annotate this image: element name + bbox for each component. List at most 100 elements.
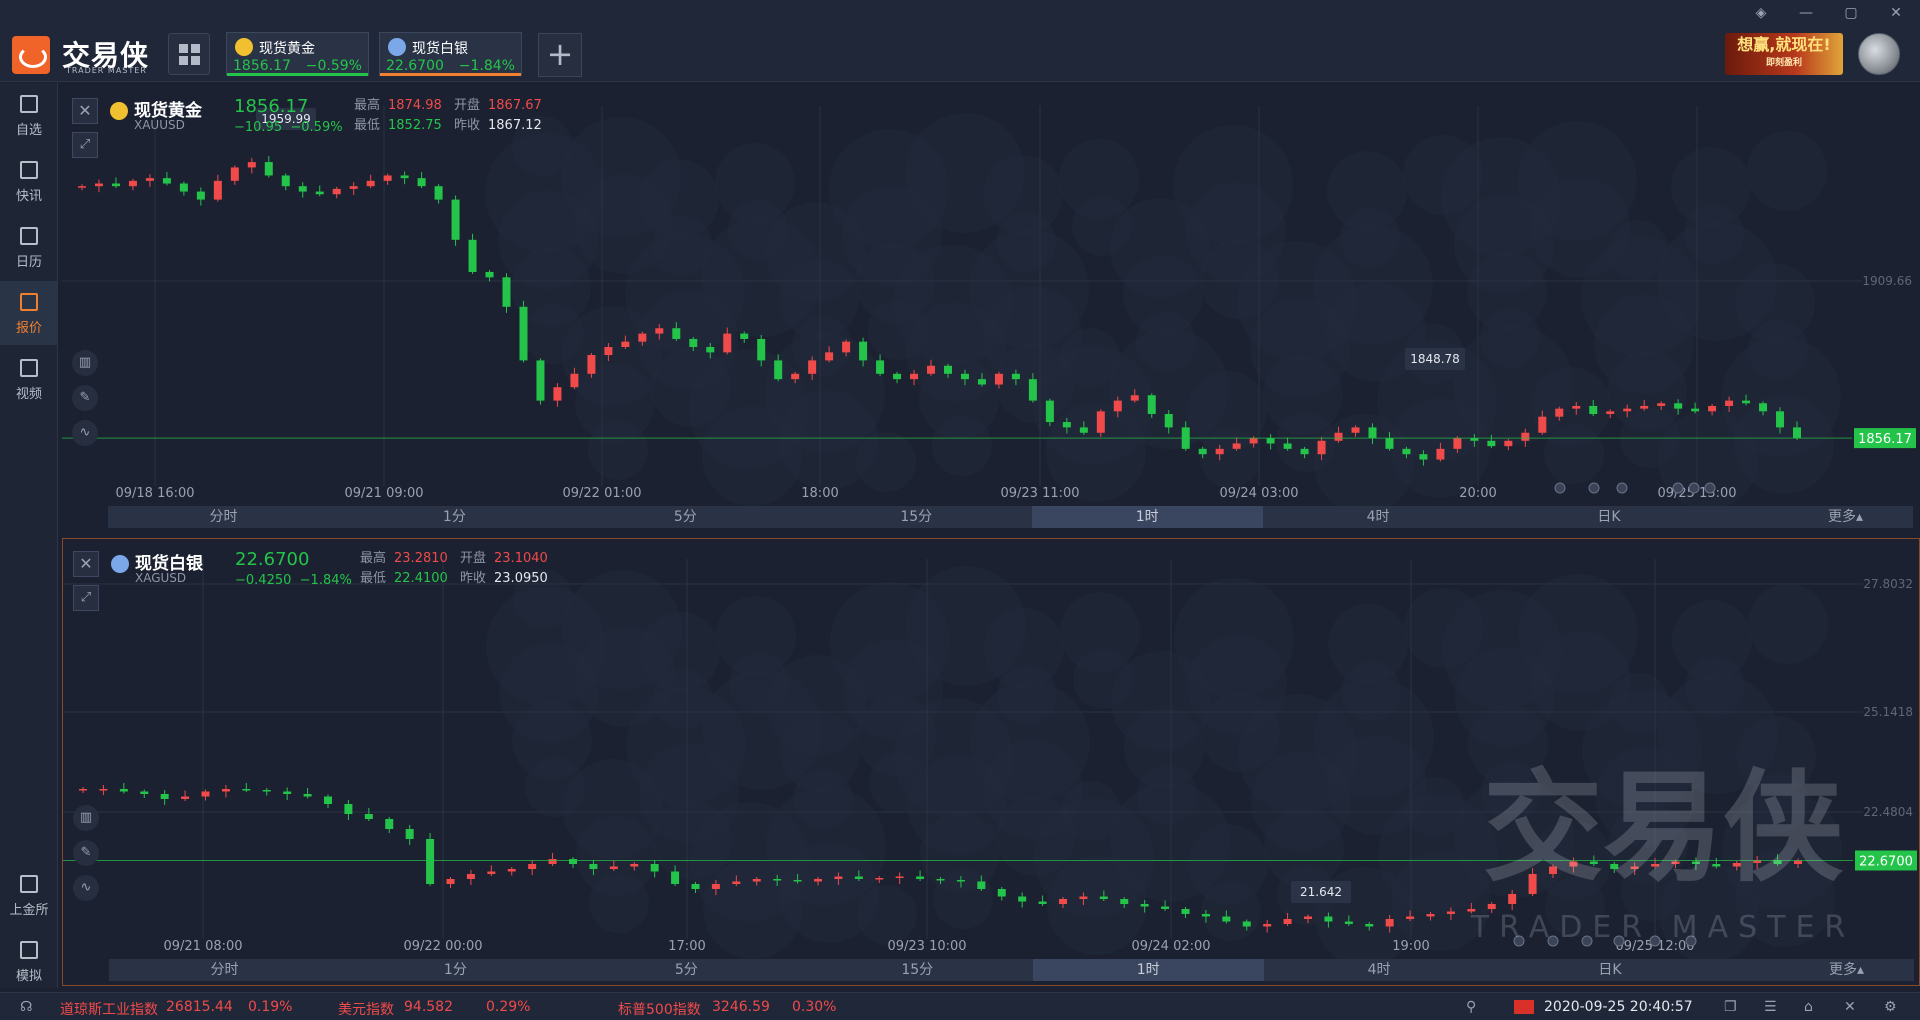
tf-daily[interactable]: 日K [1598, 962, 1622, 978]
map-dot [969, 229, 1089, 349]
candle-body [1753, 860, 1762, 863]
silver-chart-canvas[interactable]: 09/21 08:00 09/22 00:00 17:00 09/23 10:00 09… [63, 539, 1919, 985]
close-panel-icon[interactable]: ✕ [73, 551, 99, 577]
candle-body [99, 789, 108, 791]
tf-tick[interactable]: 分时 [210, 962, 239, 978]
map-dot [498, 190, 598, 290]
map-dot [1481, 761, 1541, 821]
x-tick-label: 09/23 10:00 [887, 939, 966, 954]
tf-1m[interactable]: 1分 [442, 509, 466, 525]
analysis-icon[interactable]: ∿ [72, 420, 98, 446]
candle-body [364, 814, 373, 819]
candle-body [1794, 860, 1802, 864]
candle-body [1712, 864, 1721, 867]
candle-body [589, 864, 598, 869]
candle-body [1610, 864, 1619, 869]
gold-chart-canvas[interactable]: 09/18 16:00 09/21 09:00 09/22 01:00 18:00 09… [62, 86, 1920, 532]
sidebar-item-video[interactable]: 视频 [0, 347, 58, 411]
list-icon[interactable]: ☰ [1764, 999, 1777, 1015]
headset-icon[interactable]: ☊ [20, 999, 33, 1015]
layout-grid-button[interactable] [168, 33, 210, 75]
mute-icon[interactable]: ✕ [1844, 999, 1856, 1015]
quote-tab-gold[interactable]: 现货黄金 1856.17 −0.59% [226, 32, 369, 76]
tf-1m[interactable]: 1分 [443, 962, 467, 978]
tf-more[interactable]: 更多▴ [1827, 509, 1863, 525]
draw-pencil-icon[interactable]: ✎ [72, 385, 98, 411]
sidebar-item-watchlist[interactable]: 自选 [0, 83, 58, 147]
map-dot [728, 200, 788, 260]
window-icon[interactable]: ❐ [1724, 999, 1737, 1015]
sidebar-item-sge[interactable]: 上金所 [0, 863, 58, 927]
candle-body [196, 191, 205, 200]
index-name[interactable]: 道琼斯工业指数 [60, 1002, 158, 1018]
map-dot [512, 700, 592, 780]
skin-icon[interactable]: ◈ [1755, 5, 1767, 21]
candle-body [344, 804, 353, 814]
close-panel-icon[interactable]: ✕ [72, 98, 98, 124]
indicator-icon[interactable]: ▥ [72, 350, 98, 376]
candle-body [1504, 440, 1513, 447]
expand-icon[interactable]: ⤢ [72, 132, 98, 158]
index-name[interactable]: 美元指数 [338, 1002, 394, 1018]
candle-body [1470, 438, 1479, 441]
map-dot [1237, 241, 1357, 361]
sidebar-item-quotes[interactable]: 报价 [0, 281, 58, 345]
candle-body [1385, 438, 1394, 449]
indicator-icon[interactable]: ▥ [73, 805, 99, 831]
tf-more[interactable]: 更多▴ [1828, 962, 1864, 978]
candle-body [1120, 899, 1129, 904]
map-dot [729, 653, 789, 713]
tf-1h[interactable]: 1时 [1031, 506, 1263, 528]
tf-4h[interactable]: 4时 [1367, 962, 1391, 978]
candle-body [1572, 405, 1581, 409]
sidebar-item-simulate[interactable]: 模拟 [0, 929, 58, 993]
analysis-icon[interactable]: ∿ [73, 875, 99, 901]
map-background [486, 566, 1842, 967]
symbol-name[interactable]: 现货白银 [135, 554, 203, 574]
tf-1h[interactable]: 1时 [1032, 959, 1264, 981]
candle-body [1181, 909, 1190, 914]
stat-prev-close: 昨收 1867.12 [454, 118, 542, 133]
map-dot [906, 566, 1026, 686]
quote-tab-silver[interactable]: 现货白银 22.6700 −1.84% [379, 32, 522, 76]
ad-sub: 即刻盈利 [1765, 58, 1802, 68]
map-dot [1404, 588, 1484, 668]
tf-daily[interactable]: 日K [1597, 509, 1621, 525]
stat-open: 开盘 1867.67 [454, 98, 542, 113]
pager-dot [1547, 935, 1559, 947]
expand-icon[interactable]: ⤢ [73, 585, 99, 611]
settings-icon[interactable]: ⚙ [1884, 999, 1897, 1015]
sidebar-item-calendar[interactable]: 日历 [0, 215, 58, 279]
minimize-icon[interactable]: — [1799, 5, 1813, 21]
tf-15m[interactable]: 15分 [900, 509, 933, 525]
close-window-icon[interactable]: ✕ [1890, 5, 1902, 21]
candle-body [324, 796, 332, 804]
ad-banner[interactable]: 想赢,就现在! 即刻盈利 [1725, 33, 1843, 75]
map-dot [625, 233, 745, 353]
sidebar-item-label: 快讯 [15, 189, 42, 204]
candle-body [1079, 896, 1088, 899]
candle-body [1283, 443, 1292, 449]
maximize-icon[interactable]: ▢ [1844, 5, 1858, 21]
candle-body [466, 874, 475, 879]
add-tab-button[interactable]: + [538, 33, 582, 77]
draw-pencil-icon[interactable]: ✎ [73, 840, 99, 866]
symbol-name[interactable]: 现货黄金 [134, 101, 202, 121]
x-tick-label: 09/18 16:00 [115, 486, 194, 501]
tf-5m[interactable]: 5分 [673, 509, 697, 525]
tf-4h[interactable]: 4时 [1366, 509, 1390, 525]
candle-body [1521, 432, 1530, 441]
connection-icon[interactable]: ⚲ [1466, 999, 1477, 1015]
index-name[interactable]: 标普500指数 [618, 1002, 701, 1018]
tf-tick[interactable]: 分时 [209, 509, 238, 525]
user-avatar[interactable] [1858, 33, 1900, 75]
y-tick-label: 25.1418 [1863, 705, 1913, 719]
candle-body [298, 186, 307, 192]
map-dot [983, 155, 1063, 235]
camera-icon[interactable]: ⌂ [1804, 999, 1813, 1015]
sidebar-item-news[interactable]: 快讯 [0, 149, 58, 213]
tf-5m[interactable]: 5分 [674, 962, 698, 978]
tf-15m[interactable]: 15分 [901, 962, 934, 978]
min-price-label: 1848.78 [1410, 352, 1460, 366]
candle-body [119, 789, 128, 792]
